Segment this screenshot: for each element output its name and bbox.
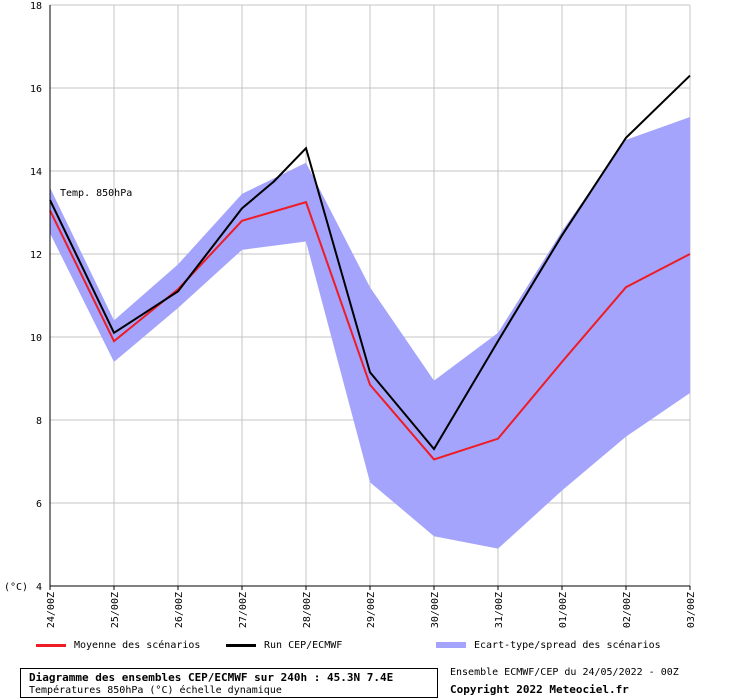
footer-right: Ensemble ECMWF/CEP du 24/05/2022 - 00Z C… bbox=[450, 666, 679, 700]
legend-label-spread: Ecart-type/spread des scénarios bbox=[474, 640, 661, 651]
lines-layer bbox=[49, 74, 691, 461]
y-tick-label: 12 bbox=[30, 250, 42, 261]
footer-title: Diagramme des ensembles CEP/ECMWF sur 24… bbox=[29, 671, 394, 684]
legend-swatch-mean bbox=[36, 643, 66, 647]
x-tick-label: 29/00Z bbox=[366, 592, 377, 628]
y-tick-label: 18 bbox=[30, 1, 42, 12]
footer-ensemble-run: Ensemble ECMWF/CEP du 24/05/2022 - 00Z bbox=[450, 667, 679, 678]
footer-copyright: Copyright 2022 Meteociel.fr bbox=[450, 683, 629, 696]
y-tick-label: 14 bbox=[30, 167, 42, 178]
x-tick-label: 24/00Z bbox=[46, 592, 57, 628]
x-tick-label: 30/00Z bbox=[430, 592, 441, 628]
spread-layer bbox=[50, 117, 690, 549]
legend-label-mean: Moyenne des scénarios bbox=[74, 640, 201, 651]
legend-swatch-run bbox=[226, 643, 256, 647]
x-tick-label: 02/00Z bbox=[622, 592, 633, 628]
legend-item-run: Run CEP/ECMWF bbox=[226, 640, 342, 651]
x-tick-label: 27/00Z bbox=[238, 592, 249, 628]
axes bbox=[49, 5, 691, 590]
y-unit-label: (°C) bbox=[4, 582, 28, 593]
x-tick-label: 31/00Z bbox=[494, 592, 505, 628]
y-tick-labels: 4 6 8 10 12 14 16 18 bbox=[30, 1, 42, 593]
legend-item-spread: Ecart-type/spread des scénarios bbox=[436, 640, 661, 651]
y-tick-label: 4 bbox=[36, 582, 42, 593]
legend-swatch-spread bbox=[436, 642, 466, 648]
spread-band bbox=[50, 117, 690, 549]
y-tick-label: 10 bbox=[30, 333, 42, 344]
x-tick-label: 28/00Z bbox=[302, 592, 313, 628]
x-tick-label: 25/00Z bbox=[110, 592, 121, 628]
series-line-run bbox=[49, 74, 691, 451]
legend-item-mean: Moyenne des scénarios bbox=[36, 640, 200, 651]
chart-annotation: Temp. 850hPa bbox=[60, 188, 132, 199]
x-tick-label: 01/00Z bbox=[558, 592, 569, 628]
y-tick-label: 6 bbox=[36, 499, 42, 510]
x-tick-label: 26/00Z bbox=[174, 592, 185, 628]
legend-label-run: Run CEP/ECMWF bbox=[264, 640, 343, 651]
x-tick-labels: 24/00Z 25/00Z 26/00Z 27/00Z 28/00Z 29/00Z 30/0… bbox=[46, 592, 697, 628]
footer-subtitle: Températures 850hPa (°C) échelle dynamiq… bbox=[29, 685, 282, 696]
footer-title-box: Diagramme des ensembles CEP/ECMWF sur 24… bbox=[20, 668, 438, 698]
y-tick-label: 8 bbox=[36, 416, 42, 427]
x-tick-label: 03/00Z bbox=[686, 592, 697, 628]
ensemble-chart: 4 6 8 10 12 14 16 18 24/00Z 25/00Z 26/00Z 27/00Z 28… bbox=[4, 1, 697, 628]
y-tick-label: 16 bbox=[30, 84, 42, 95]
series-line-mean bbox=[49, 200, 691, 461]
